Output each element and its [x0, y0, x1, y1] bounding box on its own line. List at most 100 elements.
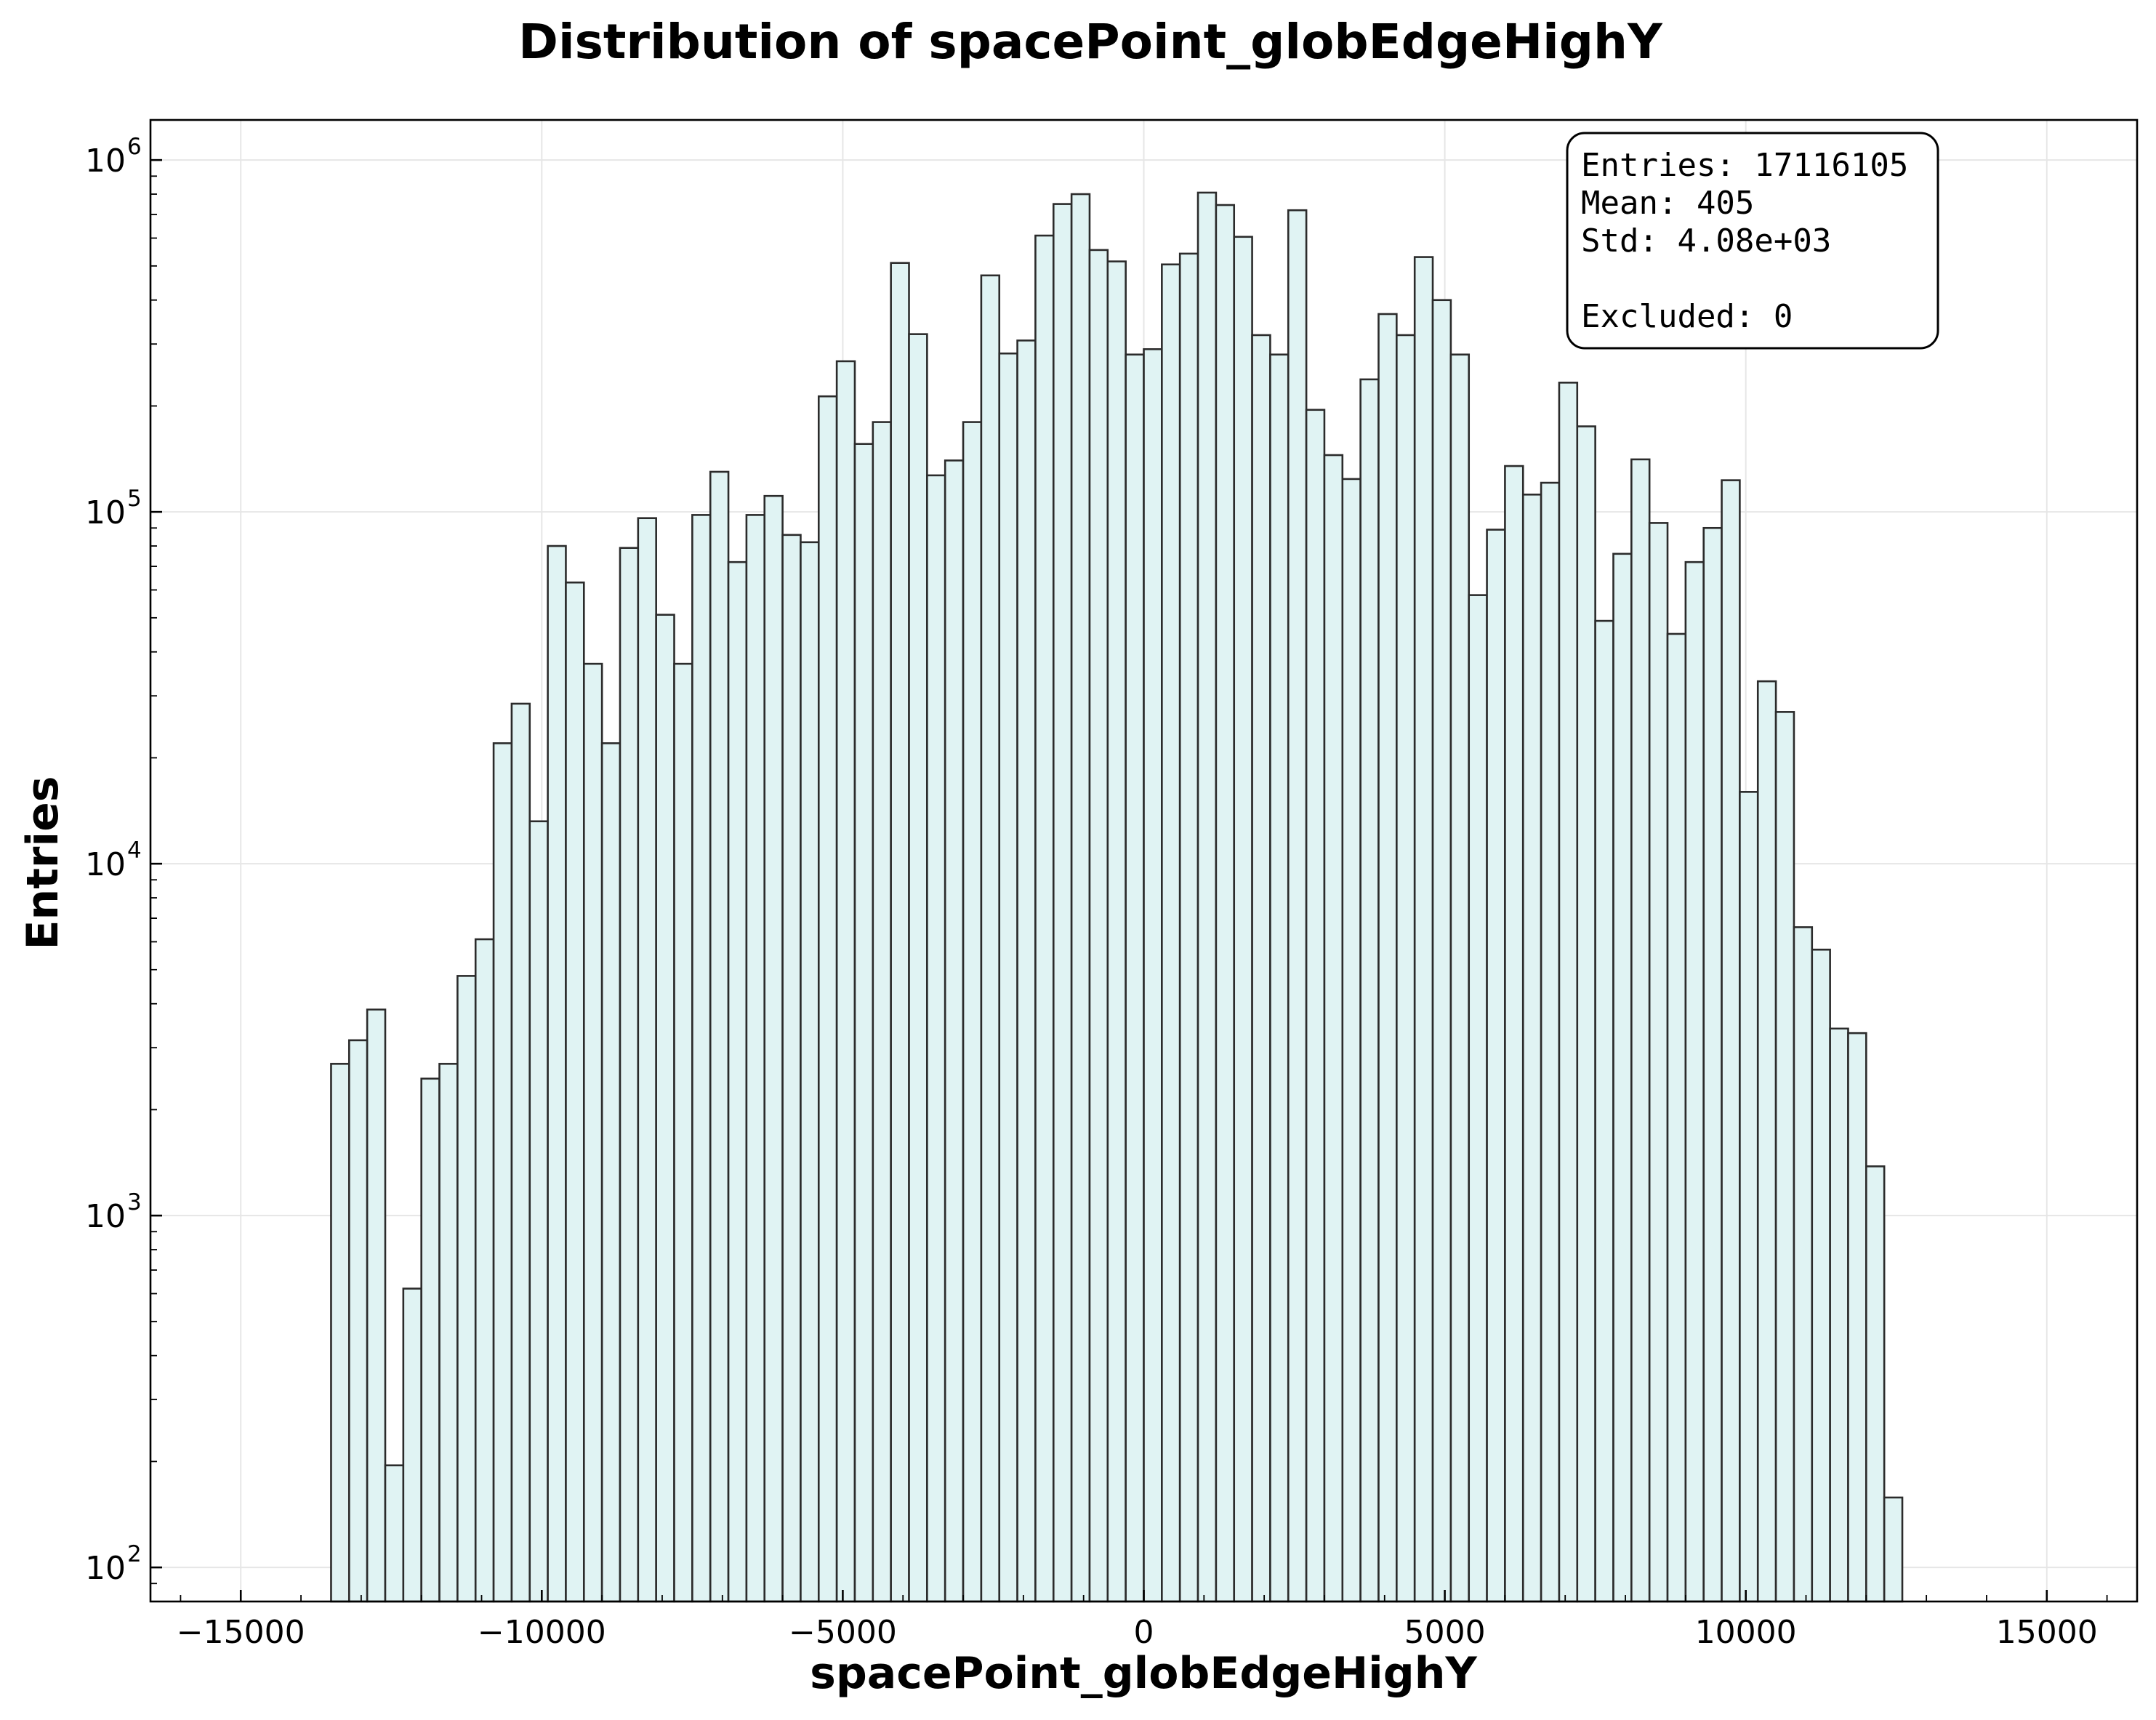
histogram-bar	[1251, 334, 1271, 1603]
histogram-bar	[347, 1039, 369, 1603]
histogram-bar	[1702, 526, 1723, 1603]
x-tick-label: 15000	[1996, 1614, 2098, 1651]
histogram-bar	[980, 274, 1001, 1603]
histogram-bar	[1125, 353, 1145, 1603]
histogram-bar	[835, 360, 856, 1603]
x-tick-label: 5000	[1404, 1614, 1486, 1651]
histogram-bar	[582, 662, 603, 1603]
histogram-bar	[673, 662, 693, 1603]
histogram-bar	[1721, 479, 1741, 1603]
histogram-bar	[1739, 791, 1759, 1603]
x-tick-label: −15000	[177, 1614, 305, 1651]
histogram-bar	[817, 395, 838, 1603]
histogram-bar	[384, 1464, 405, 1603]
stats-box: Entries: 17116105 Mean: 405 Std: 4.08e+0…	[1566, 132, 1939, 350]
histogram-bar	[1666, 632, 1687, 1603]
y-tick-label: 10	[85, 142, 126, 180]
y-tick-exponent: 3	[127, 1189, 142, 1215]
histogram-bar	[1106, 260, 1127, 1603]
histogram-bar	[1829, 1027, 1849, 1603]
y-tick-label: 10	[85, 846, 126, 883]
histogram-bar	[1016, 339, 1037, 1603]
histogram-bar	[366, 1008, 387, 1603]
histogram-bar	[800, 541, 820, 1603]
y-tick-label: 10	[85, 494, 126, 531]
stats-excluded: Excluded: 0	[1581, 298, 1793, 335]
histogram-bar	[1648, 522, 1669, 1603]
histogram-bar	[510, 702, 531, 1603]
y-tick-exponent: 4	[127, 837, 142, 864]
histogram-bar	[1847, 1032, 1867, 1603]
histogram-bar	[637, 517, 657, 1603]
histogram-bar	[1341, 478, 1361, 1603]
histogram-bar	[944, 459, 965, 1603]
histogram-bar	[1774, 711, 1795, 1603]
histogram-bar	[998, 352, 1018, 1603]
histogram-bars	[330, 191, 1904, 1603]
histogram-bar	[1359, 378, 1380, 1603]
histogram-bar	[1070, 193, 1091, 1603]
histogram-bar	[655, 614, 675, 1603]
histogram-bar	[1413, 256, 1434, 1603]
histogram-bar	[1377, 313, 1398, 1603]
histogram-bar	[709, 470, 730, 1603]
histogram-bar	[1486, 529, 1506, 1603]
y-tick-exponent: 6	[127, 134, 142, 160]
histogram-bar	[1269, 353, 1290, 1603]
histogram-bar	[745, 514, 766, 1603]
histogram-bar	[1865, 1165, 1886, 1603]
histogram-bar	[1594, 619, 1614, 1603]
histogram-bar	[1504, 465, 1524, 1603]
histogram-bar	[1576, 425, 1596, 1603]
y-tick-label: 10	[85, 1550, 126, 1587]
x-axis-label: spacePoint_globEdgeHighY	[810, 1648, 1478, 1699]
histogram-bar	[1558, 382, 1579, 1603]
histogram-bar	[1811, 948, 1831, 1603]
histogram-bar	[1215, 204, 1236, 1603]
histogram-bar	[565, 581, 585, 1603]
stats-mean: Mean: 405	[1581, 185, 1754, 222]
histogram-bar	[1143, 348, 1163, 1603]
histogram-bar	[1684, 560, 1705, 1603]
y-axis-label: Entries	[17, 776, 68, 950]
histogram-bar	[890, 262, 910, 1603]
y-tick-exponent: 2	[127, 1541, 142, 1567]
histogram-bar	[962, 421, 983, 1603]
histogram-bar	[1196, 191, 1218, 1603]
histogram-bar	[420, 1077, 441, 1603]
histogram-bar	[1468, 594, 1488, 1603]
histogram-bar	[1793, 926, 1814, 1603]
histogram-bar	[474, 938, 495, 1603]
histogram-bar	[1305, 409, 1326, 1603]
histogram-bar	[1323, 454, 1344, 1603]
histogram-bar	[1034, 234, 1055, 1603]
histogram-bar	[1178, 252, 1199, 1603]
histogram-bar	[1521, 494, 1542, 1603]
histogram-bar	[1233, 236, 1253, 1603]
x-tick-label: 10000	[1695, 1614, 1797, 1651]
histogram-bar	[547, 544, 567, 1603]
chart-title: Distribution of spacePoint_globEdgeHighY	[518, 14, 1663, 70]
histogram-bar	[456, 975, 477, 1603]
histogram-bar	[600, 742, 622, 1603]
histogram-bar	[619, 547, 640, 1603]
histogram-bar	[1883, 1496, 1904, 1603]
histogram-bar	[926, 474, 946, 1603]
x-tick-label: −10000	[478, 1614, 606, 1651]
histogram-bar	[492, 742, 513, 1603]
histogram-bar	[908, 333, 928, 1603]
histogram-bar	[1396, 334, 1416, 1603]
histogram-bar	[1161, 263, 1181, 1603]
histogram-bar	[853, 443, 874, 1603]
histogram-bar	[402, 1287, 422, 1603]
histogram-bar	[528, 820, 549, 1603]
histogram-bar	[691, 514, 712, 1603]
histogram-bar	[1431, 299, 1452, 1603]
y-tick-label: 10	[85, 1198, 126, 1235]
stats-std: Std: 4.08e+03	[1581, 222, 1831, 260]
histogram-bar	[1756, 680, 1777, 1603]
histogram-bar	[763, 494, 784, 1603]
histogram-bar	[727, 560, 748, 1603]
